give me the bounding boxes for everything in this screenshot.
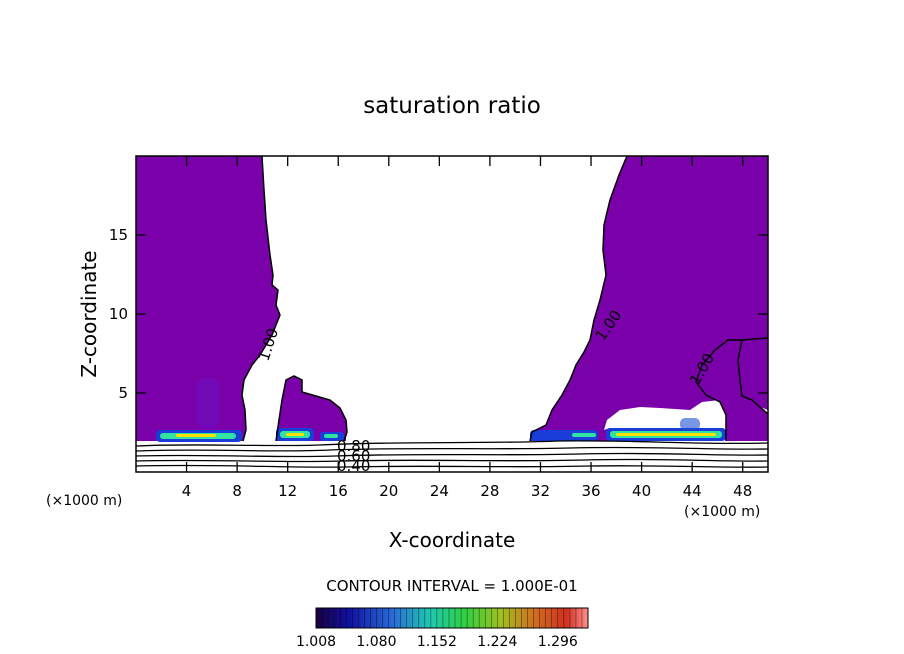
colorbar-tick-label: 1.152 (417, 634, 457, 650)
x-axis-label: X-coordinate (389, 528, 516, 552)
contour-label: 0.60 (337, 447, 370, 465)
y-tick-label: 15 (109, 226, 128, 244)
x-tick-label: 4 (182, 482, 192, 500)
colorbar-tick-label: 1.080 (356, 634, 396, 650)
x-tick-label: 20 (379, 482, 398, 500)
supersat-region-right (530, 156, 768, 441)
y-axis-label: Z-coordinate (77, 250, 101, 377)
x-tick-label: 8 (232, 482, 242, 500)
x-tick-label: 28 (480, 482, 499, 500)
x-tick-label: 36 (581, 482, 600, 500)
supersat-region-right-top (738, 156, 768, 410)
y-tick-label: 10 (109, 305, 128, 323)
stable-contours (136, 440, 768, 468)
cloud-base-bands (156, 378, 726, 442)
y-tick-label: 5 (118, 384, 128, 402)
colorbar-tick-label: 1.296 (538, 634, 578, 650)
supersat-region-bump-1 (276, 376, 347, 441)
x-axis-ticks: 4 8 12 16 20 24 28 32 36 40 44 48 (182, 156, 752, 500)
x-tick-label: 16 (329, 482, 348, 500)
x-tick-label: 40 (632, 482, 651, 500)
x-tick-label: 48 (733, 482, 752, 500)
x-unit-left: (×1000 m) (46, 493, 122, 509)
colorbar-tick-label: 1.008 (296, 634, 336, 650)
colorbar-tick-label: 1.224 (477, 634, 517, 650)
x-tick-label: 44 (683, 482, 702, 500)
x-tick-label: 24 (430, 482, 449, 500)
contour-1-00-lines (241, 156, 768, 442)
contour-label: 0.40 (337, 457, 370, 475)
chart-title: saturation ratio (363, 93, 541, 119)
colorbar-gradient (315, 607, 589, 629)
y-axis-ticks: 5 10 15 (109, 226, 768, 402)
plot-area (136, 156, 768, 468)
x-unit-right: (×1000 m) (684, 504, 760, 520)
supersat-region-left (136, 156, 280, 441)
contour-label: 0.80 (337, 437, 370, 455)
x-tick-label: 32 (531, 482, 550, 500)
colorbar-ticks: 1.008 1.080 1.152 1.224 1.296 (296, 608, 583, 650)
contour-interval-text: CONTOUR INTERVAL = 1.000E-01 (326, 577, 577, 595)
x-tick-label: 12 (278, 482, 297, 500)
colorbar: 1.008 1.080 1.152 1.224 1.296 (296, 607, 589, 650)
